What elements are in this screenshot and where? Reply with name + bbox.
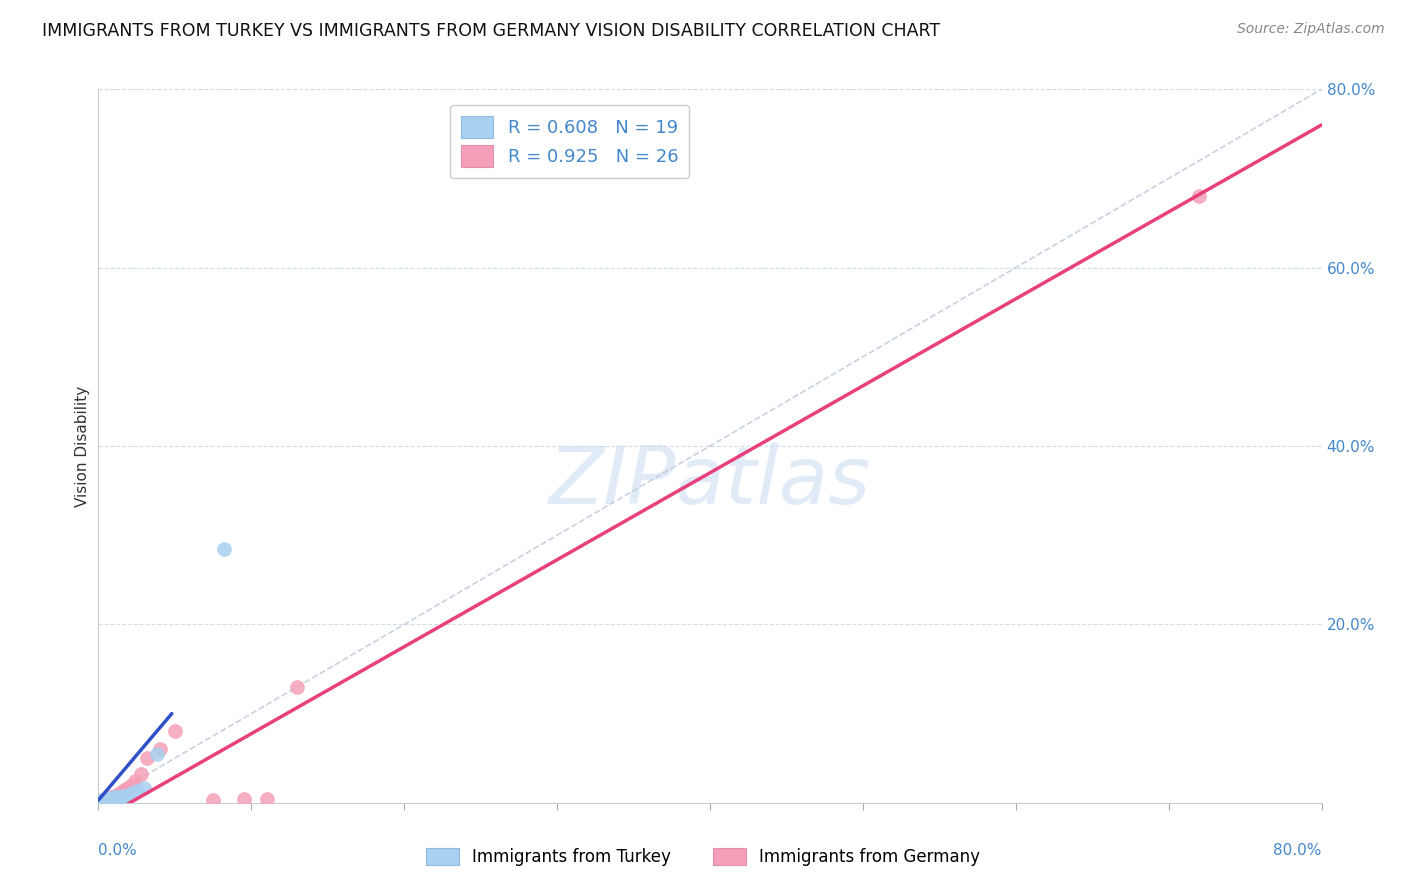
Point <box>103 789 125 804</box>
Point <box>108 786 131 800</box>
Text: ZIPatlas: ZIPatlas <box>548 442 872 521</box>
Point <box>97 792 120 806</box>
Point <box>149 742 172 756</box>
Point <box>100 791 122 805</box>
Point <box>90 793 112 807</box>
Point <box>97 791 120 805</box>
Point <box>202 793 225 807</box>
Point <box>232 792 254 806</box>
Point <box>112 789 135 803</box>
Point <box>121 786 143 800</box>
Point <box>98 791 121 805</box>
Point <box>103 791 125 805</box>
Text: Source: ZipAtlas.com: Source: ZipAtlas.com <box>1237 22 1385 37</box>
Point <box>124 773 146 788</box>
Point <box>100 790 122 805</box>
Point <box>91 794 114 808</box>
Point <box>118 788 141 802</box>
Text: 80.0%: 80.0% <box>1274 843 1322 858</box>
Y-axis label: Vision Disability: Vision Disability <box>75 385 90 507</box>
Point <box>101 790 124 805</box>
Point <box>90 794 112 808</box>
Point <box>256 792 278 806</box>
Point <box>93 793 115 807</box>
Point <box>110 789 132 804</box>
Point <box>121 778 143 792</box>
Point <box>145 747 167 761</box>
Point <box>94 792 117 806</box>
Point <box>163 724 186 739</box>
Point <box>93 792 115 806</box>
Point <box>104 790 127 805</box>
Point <box>111 784 134 798</box>
Point <box>136 751 159 765</box>
Point <box>285 680 308 694</box>
Text: IMMIGRANTS FROM TURKEY VS IMMIGRANTS FROM GERMANY VISION DISABILITY CORRELATION : IMMIGRANTS FROM TURKEY VS IMMIGRANTS FRO… <box>42 22 941 40</box>
Point <box>98 792 121 806</box>
Point <box>1188 189 1211 203</box>
Point <box>125 784 148 798</box>
Point <box>94 793 117 807</box>
Point <box>134 780 156 795</box>
Point <box>115 782 138 797</box>
Legend: Immigrants from Turkey, Immigrants from Germany: Immigrants from Turkey, Immigrants from … <box>418 840 988 875</box>
Point <box>118 780 141 794</box>
Point <box>91 793 114 807</box>
Point <box>107 790 129 805</box>
Text: 0.0%: 0.0% <box>98 843 138 858</box>
Point <box>212 541 235 556</box>
Point <box>105 788 128 802</box>
Legend: R = 0.608   N = 19, R = 0.925   N = 26: R = 0.608 N = 19, R = 0.925 N = 26 <box>450 105 689 178</box>
Point <box>129 767 152 781</box>
Point <box>89 794 111 808</box>
Point <box>101 792 124 806</box>
